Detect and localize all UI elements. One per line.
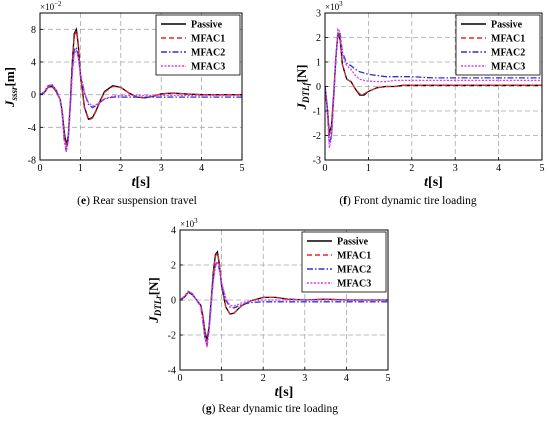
legend: Passive MFAC1 MFAC2 MFAC3 bbox=[301, 231, 387, 293]
x-axis-label: t[s] bbox=[275, 385, 294, 400]
series-line-mfac3 bbox=[40, 47, 242, 152]
legend-label: Passive bbox=[491, 20, 523, 31]
x-tick-label: 5 bbox=[240, 163, 245, 174]
x-tick-label: 5 bbox=[386, 373, 391, 384]
legend-label: MFAC2 bbox=[491, 48, 525, 59]
plot-frame bbox=[39, 12, 243, 161]
y-exponent-label: ×103 bbox=[180, 217, 198, 229]
legend-label: MFAC1 bbox=[191, 34, 225, 45]
x-tick-label: 2 bbox=[118, 163, 123, 174]
legend: Passive MFAC1 MFAC2 MFAC3 bbox=[155, 14, 241, 76]
legend: Passive MFAC1 MFAC2 MFAC3 bbox=[455, 14, 541, 76]
y-tick-label: 8 bbox=[31, 25, 36, 36]
y-tick-label: 1 bbox=[316, 58, 321, 69]
x-tick-label: 2 bbox=[409, 163, 414, 174]
x-axis-label: t[s] bbox=[424, 175, 443, 190]
y-exponent-label: ×10−2 bbox=[40, 0, 62, 12]
legend-box bbox=[455, 14, 541, 76]
y-tick-label: 0 bbox=[31, 90, 36, 101]
legend-box bbox=[155, 14, 241, 76]
x-tick-label: 0 bbox=[38, 163, 43, 174]
y-tick-label: 2 bbox=[316, 33, 321, 44]
y-axis-label: JDTLr[N] bbox=[146, 277, 163, 324]
x-tick-label: 4 bbox=[496, 163, 501, 174]
chart-panel-0: 0 1 2 3 4 5 -8 -4 0 4 8 ×10−2 t[s] Jsssr[m] Passive MFA… bbox=[2, 0, 245, 207]
y-tick-label: 4 bbox=[171, 226, 176, 237]
figure-caption: (g) Rear dynamic tire loading bbox=[202, 403, 338, 415]
series-line-mfac1 bbox=[180, 250, 388, 343]
chart-panel-1: 0 1 2 3 4 5 -3 -2 -1 0 1 2 3 ×103 t[s] JDTLf[N] Passive M… bbox=[294, 0, 545, 207]
legend-label: MFAC3 bbox=[337, 279, 371, 290]
x-tick-label: 1 bbox=[219, 373, 224, 384]
chart-panel-2: 0 1 2 3 4 5 -4 -2 0 2 4 ×103 t[s] JDTLr[N] Passive MFAC… bbox=[146, 217, 391, 415]
x-tick-label: 1 bbox=[366, 163, 371, 174]
legend-label: MFAC1 bbox=[337, 251, 371, 262]
legend-box bbox=[301, 231, 387, 293]
legend-label: MFAC2 bbox=[191, 48, 225, 59]
x-axis-label: t[s] bbox=[132, 175, 151, 190]
x-tick-label: 3 bbox=[453, 163, 458, 174]
y-tick-label: 0 bbox=[171, 296, 176, 307]
y-tick-label: -2 bbox=[168, 331, 176, 342]
x-tick-label: 2 bbox=[261, 373, 266, 384]
series-line-mfac2 bbox=[325, 27, 542, 143]
x-tick-label: 3 bbox=[302, 373, 307, 384]
y-tick-label: 4 bbox=[31, 58, 36, 69]
legend-label: Passive bbox=[191, 20, 223, 31]
series-line-mfac3 bbox=[325, 26, 542, 148]
x-tick-label: 4 bbox=[199, 163, 204, 174]
series-line-mfac1 bbox=[325, 32, 542, 136]
y-axis-label: JDTLf[N] bbox=[294, 64, 311, 110]
x-tick-label: 4 bbox=[344, 373, 349, 384]
legend-label: MFAC3 bbox=[191, 62, 225, 73]
legend-label: MFAC1 bbox=[491, 34, 525, 45]
figure-caption: (e) Rear suspension travel bbox=[77, 195, 197, 207]
figure-caption: (f) Front dynamic tire loading bbox=[339, 195, 477, 207]
x-tick-label: 0 bbox=[323, 163, 328, 174]
y-tick-label: -4 bbox=[168, 366, 176, 377]
y-tick-label: 0 bbox=[316, 82, 321, 93]
x-tick-label: 1 bbox=[78, 163, 83, 174]
y-tick-label: 2 bbox=[171, 261, 176, 272]
y-axis-label: Jsssr[m] bbox=[2, 67, 19, 108]
y-tick-label: -4 bbox=[28, 123, 36, 134]
y-exponent-label: ×103 bbox=[325, 0, 343, 12]
y-tick-label: -8 bbox=[28, 156, 36, 167]
x-tick-label: 0 bbox=[178, 373, 183, 384]
y-tick-label: -1 bbox=[313, 107, 321, 118]
y-tick-label: -3 bbox=[313, 156, 321, 167]
y-tick-label: 3 bbox=[316, 9, 321, 20]
series-line-mfac3 bbox=[180, 259, 388, 348]
y-tick-label: -2 bbox=[313, 131, 321, 142]
x-tick-label: 3 bbox=[159, 163, 164, 174]
legend-label: MFAC2 bbox=[337, 265, 371, 276]
x-tick-label: 5 bbox=[540, 163, 545, 174]
legend-label: Passive bbox=[337, 237, 369, 248]
legend-label: MFAC3 bbox=[491, 62, 525, 73]
